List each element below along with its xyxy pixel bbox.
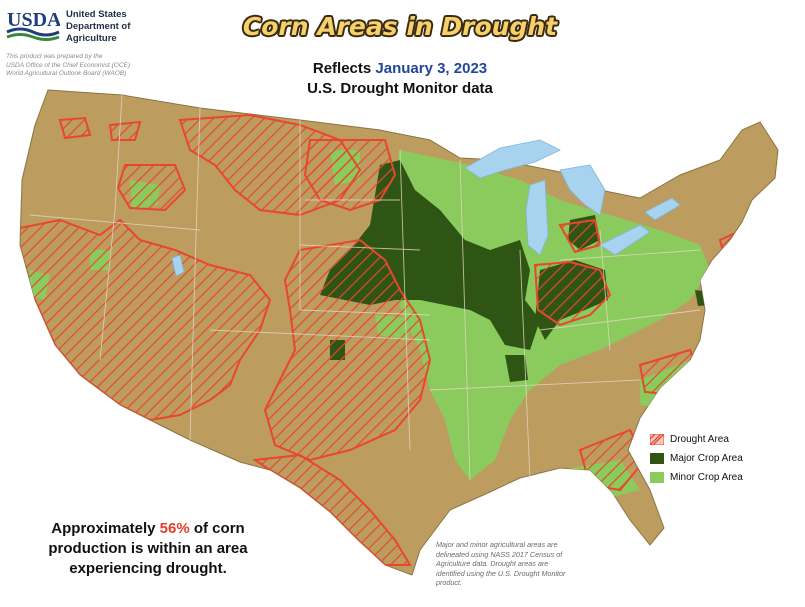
- note-line: delineated using NASS 2017 Census of: [436, 549, 563, 559]
- hatched-swatch-icon: [650, 434, 664, 445]
- agency-line: Agriculture: [66, 33, 117, 44]
- date-line: Reflects January 3, 2023: [200, 60, 600, 77]
- stat-line: production is within an area: [48, 540, 248, 557]
- map-subtitle: U.S. Drought Monitor data: [307, 80, 493, 97]
- great-salt-lake: [171, 254, 185, 277]
- prepared-line: USDA Office of the Chief Economist (OCE): [6, 61, 131, 69]
- legend-label: Minor Crop Area: [670, 472, 743, 484]
- great-lakes: [464, 139, 681, 256]
- legend-label: Major Crop Area: [670, 453, 743, 465]
- solid-swatch-icon: [650, 453, 664, 464]
- agency-line: United States: [66, 9, 127, 20]
- prepared-line: World Agricultural Outlook Board (WAOB): [6, 70, 127, 77]
- agency-line: Department of: [66, 21, 131, 32]
- note-line: identified using the U.S. Drought Monito…: [436, 568, 566, 578]
- prepared-by-note: This product was prepared by the USDA Of…: [6, 53, 166, 79]
- stat-suffix: of corn: [193, 520, 245, 537]
- stat-percent: 56%: [159, 520, 190, 537]
- usda-logo: USDA: [6, 9, 60, 41]
- note-line: product.: [436, 578, 462, 587]
- solid-swatch-icon: [650, 472, 664, 483]
- prepared-line: This product was prepared by the: [6, 53, 103, 60]
- agency-name: United States Department of Agriculture: [66, 9, 130, 45]
- methodology-note: Major and minor agricultural areas are d…: [436, 540, 616, 588]
- state-borders: [29, 94, 701, 481]
- drought-areas: [20, 113, 747, 566]
- monitor-date: January 3, 2023: [375, 60, 488, 77]
- stat-line: experiencing drought.: [69, 560, 227, 577]
- note-line: Major and minor agricultural areas are: [436, 540, 558, 549]
- usda-logo-text: USDA: [7, 9, 60, 31]
- map-title: Corn Areas in Drought: [242, 12, 558, 41]
- drought-statistic: Approximately 56% of corn production is …: [18, 519, 278, 579]
- us-map: [19, 89, 779, 576]
- legend-item-major-crop: Major Crop Area: [650, 453, 743, 464]
- legend-item-drought: Drought Area: [650, 434, 729, 445]
- stat-prefix: Approximately: [51, 520, 156, 537]
- legend-item-minor-crop: Minor Crop Area: [650, 472, 743, 483]
- legend-label: Drought Area: [670, 434, 729, 446]
- note-line: Agriculture data. Drought areas are: [436, 559, 549, 568]
- reflects-label: Reflects: [312, 60, 372, 77]
